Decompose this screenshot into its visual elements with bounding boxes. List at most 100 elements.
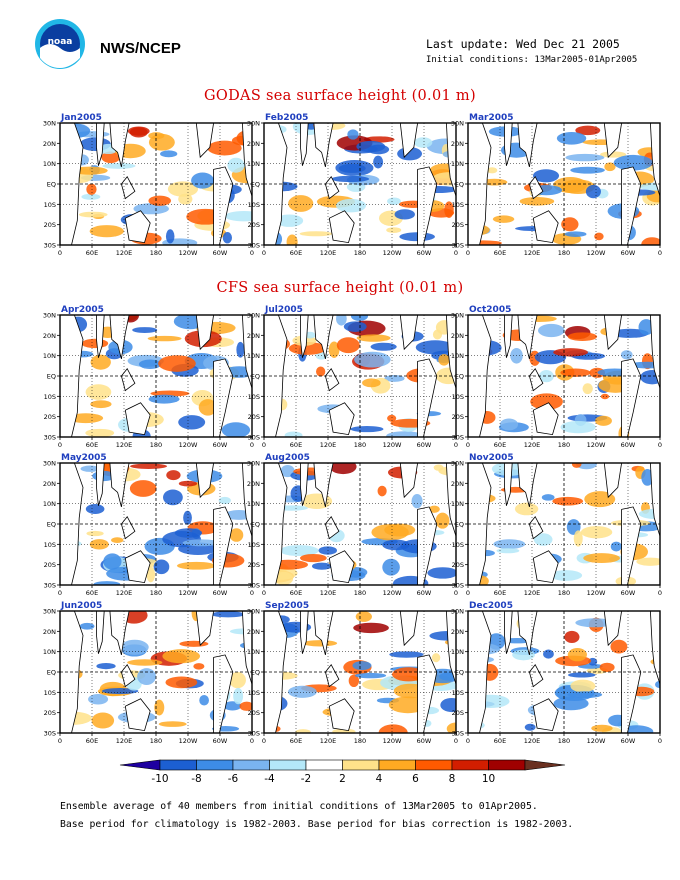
anomaly-blob [160,150,178,158]
coastline [109,611,130,656]
y-tick-label: 20S [248,709,260,717]
y-tick-label: 10N [247,648,260,656]
y-tick-label: 10N [43,160,56,168]
colorbar-segment [342,759,380,771]
y-tick-label: EQ [455,373,464,381]
coastline [649,463,660,537]
x-tick-label: 120E [524,249,541,257]
coastline [445,315,456,389]
coastline [328,550,355,584]
anomaly-blob [538,323,565,338]
x-tick-label: 120E [116,249,133,257]
coastline [120,663,136,688]
last-update-text: Last update: Wed Dec 21 2005 [426,37,620,51]
coastline [313,315,334,360]
anomaly-blob [178,480,198,487]
anomaly-blob [591,724,613,732]
anomaly-blob [638,319,655,336]
anomaly-blob [165,676,198,689]
anomaly-blob [224,211,252,222]
anomaly-blob [120,639,149,655]
anomaly-blob [392,667,426,682]
x-tick-label: 120W [179,737,198,745]
anomaly-blob [594,232,604,241]
anomaly-blob [384,375,405,382]
y-tick-label: 10S [44,393,56,401]
coastline [96,123,105,166]
ssh-anomaly-field [264,463,456,585]
anomaly-blob [130,463,168,469]
x-tick-label: 60E [290,249,302,257]
ssh-anomaly-field [468,315,660,437]
coastline [195,611,215,647]
anomaly-blob [191,172,215,189]
anomaly-blob [348,674,360,688]
x-tick-label: 180 [558,737,570,745]
anomaly-blob [86,183,97,195]
ssh-anomaly-field [60,123,252,245]
x-tick-label: 120E [524,737,541,745]
coastline [504,463,513,506]
coastline [313,123,334,168]
anomaly-blob [167,181,199,197]
anomaly-blob [328,341,340,358]
x-tick-label: 120E [524,441,541,449]
anomaly-blob [532,169,560,183]
anomaly-blob [101,151,121,164]
coastline [532,550,559,584]
coastline [603,123,623,159]
anomaly-blob [198,399,218,416]
anomaly-blob [229,528,244,542]
anomaly-blob [227,157,245,173]
anomaly-blob [165,229,175,244]
x-tick-label: 0 [250,249,254,257]
anomaly-blob [68,413,104,424]
y-tick-label: 10N [247,160,260,168]
colorbar-segment [159,759,197,771]
anomaly-blob [302,640,338,647]
x-tick-label: 0 [250,441,254,449]
y-tick-label: 20N [43,140,56,148]
anomaly-blob [132,327,158,333]
y-tick-label: 30N [43,312,56,320]
coastline [195,315,215,351]
y-tick-label: 10N [451,352,464,360]
y-tick-label: 10N [43,500,56,508]
panel-label: Jan2005 [60,113,102,123]
coastline [528,663,544,688]
anomaly-blob [174,528,203,538]
y-tick-label: 10N [451,500,464,508]
anomaly-blob [275,214,304,227]
colorbar-tick-label: -8 [191,773,201,785]
anomaly-blob [335,160,374,176]
anomaly-blob [543,649,554,659]
anomaly-blob [446,722,456,733]
coastline [120,367,136,392]
y-tick-label: 30S [248,582,260,590]
y-tick-label: EQ [455,521,464,529]
y-tick-label: EQ [455,181,464,189]
y-tick-label: 20S [44,709,56,717]
y-tick-label: 30N [43,460,56,468]
anomaly-blob [570,679,596,693]
anomaly-blob [81,338,109,349]
anomaly-blob [575,618,615,628]
y-tick-label: 10N [43,352,56,360]
x-tick-label: 120E [116,441,133,449]
anomaly-blob [127,126,150,136]
anomaly-blob [137,668,156,685]
footer-ensemble-note: Ensemble average of 40 members from init… [60,801,538,812]
colorbar-segment [305,759,343,771]
y-tick-label: 30S [248,434,260,442]
y-tick-label: 10S [248,201,260,209]
coastline [195,463,215,499]
panel-label: Sep2005 [265,601,309,611]
coastline [213,506,234,585]
coastline [532,698,559,732]
anomaly-blob [371,524,409,541]
ssh-anomaly-field [468,463,660,585]
